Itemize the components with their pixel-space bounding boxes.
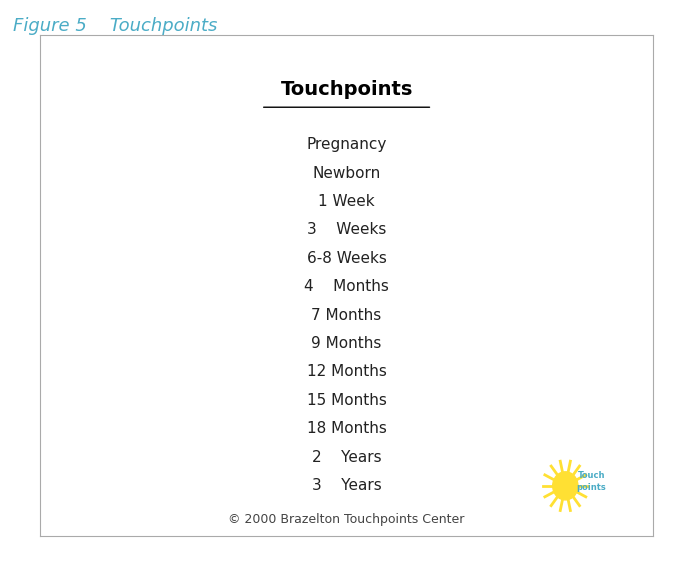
Text: 3    Years: 3 Years <box>312 478 382 493</box>
Text: Figure 5    Touchpoints: Figure 5 Touchpoints <box>13 17 218 35</box>
Text: 15 Months: 15 Months <box>307 393 386 408</box>
Text: Touchpoints: Touchpoints <box>281 79 413 98</box>
Text: Touch: Touch <box>577 471 605 480</box>
Text: 12 Months: 12 Months <box>307 365 386 380</box>
Text: Newborn: Newborn <box>312 166 381 181</box>
Circle shape <box>553 472 578 500</box>
Text: Pregnancy: Pregnancy <box>306 137 387 152</box>
Text: points: points <box>577 483 606 492</box>
Text: © 2000 Brazelton Touchpoints Center: © 2000 Brazelton Touchpoints Center <box>228 513 465 526</box>
Text: 9 Months: 9 Months <box>312 336 382 351</box>
Text: 2    Years: 2 Years <box>312 450 382 465</box>
Text: 7 Months: 7 Months <box>312 308 382 323</box>
Text: 18 Months: 18 Months <box>307 421 386 436</box>
Text: 6-8 Weeks: 6-8 Weeks <box>307 251 386 266</box>
Text: 1 Week: 1 Week <box>318 194 375 209</box>
Text: 3    Weeks: 3 Weeks <box>307 222 386 237</box>
Text: 4    Months: 4 Months <box>304 279 389 294</box>
